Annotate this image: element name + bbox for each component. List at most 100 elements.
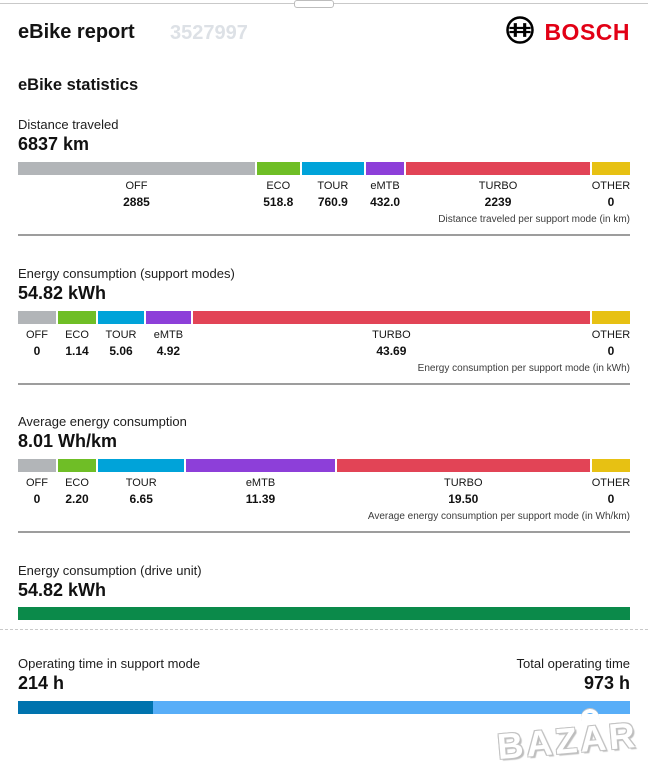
bar-segment-eco [58, 459, 96, 472]
section-label: Operating time in support mode [18, 656, 201, 671]
bar-segment-other [591, 162, 630, 175]
bosch-wordmark: BOSCH [544, 18, 630, 45]
mode-cell-tour: TOUR 760.9 [302, 180, 365, 209]
mode-cell-off: OFF 2885 [18, 180, 255, 209]
bar-segment-off [18, 459, 56, 472]
mode-value: 43.69 [376, 344, 407, 358]
mode-label: OTHER [591, 477, 631, 489]
mode-bar [18, 311, 630, 324]
mode-label-row: OFF 0 ECO 1.14 TOUR 5.06 eMTB 4.92 TURBO 43.69 OTH… [18, 329, 630, 358]
bar-segment-other [592, 311, 630, 324]
mode-cell-other: OTHER 0 [592, 180, 631, 209]
chart-caption: Energy consumption per support mode (in … [417, 363, 630, 374]
bar-segment-emtb [366, 162, 405, 175]
mode-label-row: OFF 2885 ECO 518.8 TOUR 760.9 eMTB 432.0 TURBO 22… [18, 180, 630, 209]
mode-label: TOUR [317, 180, 349, 192]
mode-value: 760.9 [317, 195, 348, 209]
mode-label: TURBO [478, 180, 518, 192]
mode-cell-tour: TOUR 6.65 [98, 477, 184, 506]
mode-label: OFF [26, 329, 48, 341]
mode-label: eMTB [370, 180, 400, 192]
bar-segment-eco [256, 162, 300, 175]
mode-label: OFF [125, 180, 148, 192]
bar-segment-emtb [146, 311, 191, 324]
section-divider [18, 234, 630, 236]
mode-cell-emtb: eMTB 4.92 [146, 329, 191, 358]
mode-label: eMTB [245, 477, 276, 489]
mode-value: 0 [607, 195, 615, 209]
total-time-bar [18, 701, 630, 714]
mode-label: ECO [65, 329, 89, 341]
mode-label: TURBO [444, 477, 483, 489]
mode-value: 5.06 [109, 344, 133, 358]
mode-label: ECO [266, 180, 291, 192]
mode-cell-turbo: TURBO 2239 [406, 180, 590, 209]
mode-value: 0 [607, 344, 615, 358]
section-value: 54.82 kWh [18, 580, 107, 600]
chart-caption: Average energy consumption per support m… [367, 511, 630, 522]
mode-cell-tour: TOUR 5.06 [98, 329, 144, 358]
mode-value: 0 [33, 344, 41, 358]
mode-cell-other: OTHER 0 [591, 329, 631, 358]
bar-segment-off [18, 162, 255, 175]
mode-value: 4.92 [156, 344, 181, 358]
section-divider [18, 531, 630, 533]
bar-segment-eco [58, 311, 96, 324]
section-energy-support: Energy consumption (support modes) 54.82… [18, 266, 630, 385]
section-value: 6837 km [18, 134, 90, 154]
mode-value: 0 [33, 492, 41, 506]
section-label: Energy consumption (drive unit) [18, 563, 202, 578]
mode-value: 2.20 [65, 492, 89, 506]
mode-cell-other: OTHER 0 [591, 477, 631, 506]
mode-label-row: OFF 0 ECO 2.20 TOUR 6.65 eMTB 11.39 TURBO 19.50 OT… [18, 477, 630, 506]
mode-value: 0 [607, 492, 615, 506]
bar-segment-turbo [336, 459, 590, 472]
bosch-logo: BOSCH [505, 15, 630, 50]
section-energy-drive-unit: Energy consumption (drive unit) 54.82 kW… [0, 563, 648, 630]
mode-bar [18, 162, 630, 175]
mode-label: eMTB [153, 329, 184, 341]
mode-value: 2885 [123, 195, 150, 209]
mode-cell-eco: ECO 518.8 [257, 180, 300, 209]
mode-cell-eco: ECO 2.20 [58, 477, 96, 506]
mode-bar [18, 459, 630, 472]
mode-label: ECO [65, 477, 89, 489]
mode-label: TOUR [105, 329, 137, 341]
page-title: eBike report [18, 20, 135, 43]
bar-segment-tour [301, 162, 365, 175]
section-divider [18, 383, 630, 385]
stats-heading: eBike statistics [18, 76, 139, 94]
mode-cell-emtb: eMTB 432.0 [366, 180, 404, 209]
section-label: Energy consumption (support modes) [18, 266, 235, 281]
drive-unit-bar [18, 607, 630, 620]
section-distance: Distance traveled 6837 km OFF 2885 ECO 518.… [18, 117, 630, 236]
section-value: 54.82 kWh [18, 283, 107, 303]
chart-caption: Distance traveled per support mode (in k… [438, 214, 630, 225]
mode-value: 518.8 [263, 195, 294, 209]
mode-cell-eco: ECO 1.14 [58, 329, 96, 358]
operating-time-left: Operating time in support mode 214 h [18, 656, 200, 694]
mode-cell-off: OFF 0 [18, 329, 56, 358]
mode-label: TURBO [372, 329, 411, 341]
title-wrap: 3527997 eBike report [18, 20, 248, 44]
support-time-bar [18, 701, 153, 714]
section-value: 8.01 Wh/km [18, 431, 118, 451]
mode-label: OTHER [591, 329, 631, 341]
mode-value: 2239 [484, 195, 512, 209]
mode-value: 19.50 [448, 492, 479, 506]
section-average-energy: Average energy consumption 8.01 Wh/km OF… [18, 414, 630, 533]
section-label: Average energy consumption [18, 414, 187, 429]
bar-segment-off [18, 311, 56, 324]
header: 3527997 eBike report BOSCH [18, 0, 630, 50]
mode-cell-turbo: TURBO 43.69 [193, 329, 590, 358]
bar-segment-tour [98, 459, 185, 472]
section-value: 214 h [18, 673, 65, 693]
mode-cell-turbo: TURBO 19.50 [337, 477, 590, 506]
mode-cell-emtb: eMTB 11.39 [186, 477, 334, 506]
section-divider-faint [0, 629, 648, 630]
mode-label: OFF [26, 477, 48, 489]
bar-segment-turbo [192, 311, 590, 324]
section-value: 973 h [583, 673, 630, 693]
watermark-id: 3527997 [170, 21, 248, 44]
section-label: Distance traveled [18, 117, 119, 132]
